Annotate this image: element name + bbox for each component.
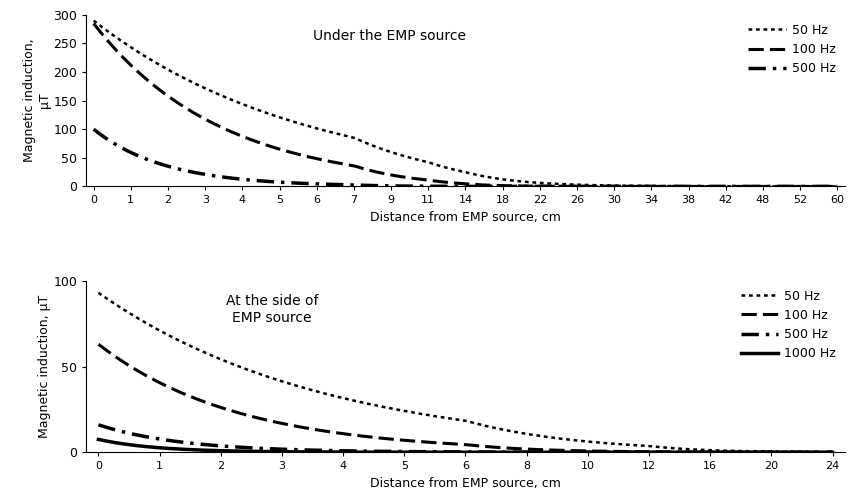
100 Hz	[780, 449, 790, 455]
50 Hz	[89, 18, 99, 24]
100 Hz	[260, 417, 270, 423]
50 Hz	[412, 157, 422, 163]
500 Hz	[780, 449, 790, 455]
100 Hz	[412, 176, 422, 182]
100 Hz	[796, 183, 806, 189]
50 Hz	[567, 181, 578, 187]
1000 Hz	[827, 449, 837, 455]
500 Hz	[93, 422, 103, 428]
Line: 100 Hz: 100 Hz	[98, 344, 832, 452]
100 Hz	[543, 183, 554, 189]
50 Hz	[348, 398, 358, 404]
50 Hz	[819, 449, 829, 455]
100 Hz	[89, 20, 99, 26]
50 Hz	[590, 439, 600, 445]
50 Hz	[260, 373, 270, 379]
Line: 500 Hz: 500 Hz	[94, 129, 836, 186]
500 Hz	[343, 182, 353, 188]
Line: 1000 Hz: 1000 Hz	[98, 439, 832, 452]
500 Hz	[590, 449, 600, 455]
500 Hz	[412, 183, 422, 189]
100 Hz	[558, 447, 568, 453]
500 Hz	[558, 449, 568, 455]
X-axis label: Distance from EMP source, cm: Distance from EMP source, cm	[369, 211, 561, 224]
500 Hz	[819, 449, 829, 455]
500 Hz	[796, 183, 806, 189]
500 Hz	[89, 126, 99, 132]
1000 Hz	[780, 449, 790, 455]
500 Hz	[543, 183, 554, 189]
100 Hz	[567, 183, 578, 189]
X-axis label: Distance from EMP source, cm: Distance from EMP source, cm	[369, 477, 561, 490]
50 Hz	[343, 133, 353, 139]
Text: At the side of
EMP source: At the side of EMP source	[226, 295, 318, 325]
Line: 50 Hz: 50 Hz	[94, 21, 836, 186]
Line: 100 Hz: 100 Hz	[94, 23, 836, 186]
100 Hz	[343, 162, 353, 168]
1000 Hz	[260, 449, 270, 455]
1000 Hz	[819, 449, 829, 455]
50 Hz	[827, 449, 837, 455]
50 Hz	[543, 180, 554, 186]
1000 Hz	[348, 449, 358, 455]
Text: Under the EMP source: Under the EMP source	[313, 29, 466, 43]
50 Hz	[826, 183, 836, 189]
100 Hz	[348, 432, 358, 438]
50 Hz	[780, 449, 790, 455]
1000 Hz	[590, 449, 600, 455]
Legend: 50 Hz, 100 Hz, 500 Hz, 1000 Hz: 50 Hz, 100 Hz, 500 Hz, 1000 Hz	[734, 284, 840, 365]
500 Hz	[567, 183, 578, 189]
Line: 500 Hz: 500 Hz	[98, 425, 832, 452]
100 Hz	[827, 449, 837, 455]
50 Hz	[93, 290, 103, 296]
1000 Hz	[93, 436, 103, 442]
50 Hz	[558, 436, 568, 442]
1000 Hz	[558, 449, 568, 455]
Y-axis label: Magnetic induction, μT: Magnetic induction, μT	[38, 295, 51, 438]
500 Hz	[826, 183, 836, 189]
500 Hz	[260, 446, 270, 452]
500 Hz	[827, 449, 837, 455]
Legend: 50 Hz, 100 Hz, 500 Hz: 50 Hz, 100 Hz, 500 Hz	[742, 19, 840, 80]
Line: 50 Hz: 50 Hz	[98, 293, 832, 452]
500 Hz	[348, 448, 358, 454]
100 Hz	[590, 448, 600, 454]
100 Hz	[819, 449, 829, 455]
100 Hz	[93, 341, 103, 347]
50 Hz	[796, 183, 806, 189]
100 Hz	[831, 183, 841, 189]
100 Hz	[826, 183, 836, 189]
500 Hz	[831, 183, 841, 189]
Y-axis label: Magnetic induction,
μT: Magnetic induction, μT	[22, 39, 51, 163]
50 Hz	[831, 183, 841, 189]
